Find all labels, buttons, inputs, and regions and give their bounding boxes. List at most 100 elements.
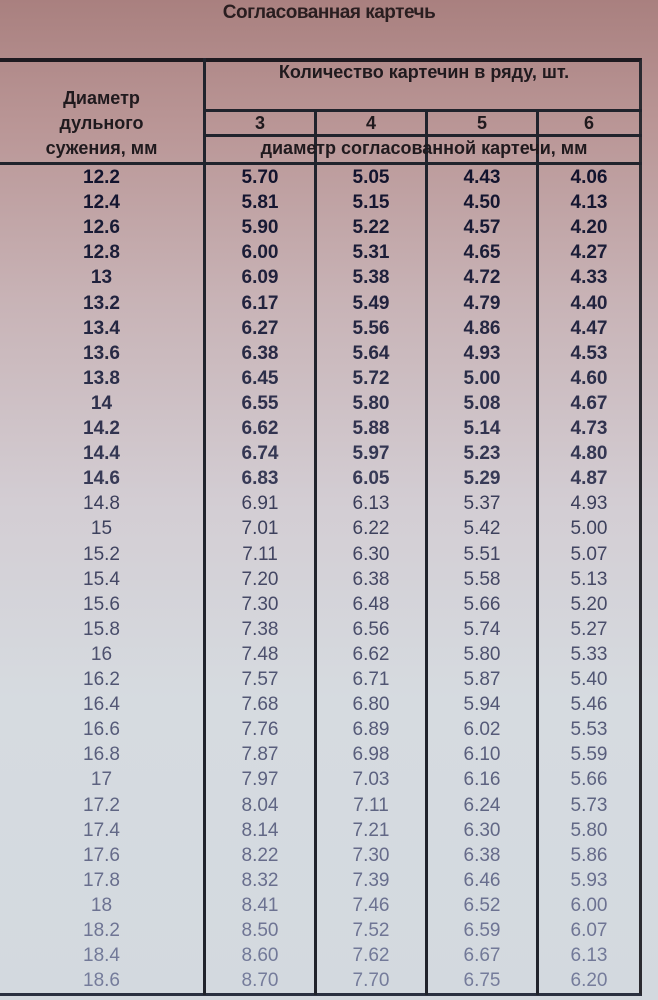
column-divider bbox=[314, 110, 317, 995]
pellet-diameter-cell: 5.40 bbox=[570, 669, 608, 690]
pellet-diameter-cell: 5.80 bbox=[463, 643, 501, 665]
pellet-diameter-cell: 5.72 bbox=[352, 367, 390, 389]
pellet-diameter-cell: 7.48 bbox=[241, 643, 279, 665]
pellet-diameter-cell: 7.30 bbox=[352, 844, 390, 866]
column-divider bbox=[425, 110, 428, 995]
pellet-diameter-cell: 4.40 bbox=[570, 292, 608, 314]
pellet-diameter-cell: 5.51 bbox=[463, 543, 501, 565]
header-divider bbox=[0, 162, 642, 165]
muzzle-diameter-cell: 16.8 bbox=[83, 744, 120, 766]
pellet-diameter-cell: 4.86 bbox=[463, 317, 501, 339]
pellet-diameter-cell: 5.59 bbox=[570, 744, 608, 766]
pellet-diameter-cell: 7.38 bbox=[241, 618, 279, 640]
pellet-diameter-cell: 6.17 bbox=[241, 292, 279, 314]
pellet-diameter-cell: 5.97 bbox=[352, 443, 390, 465]
pellet-diameter-cell: 6.00 bbox=[570, 894, 608, 916]
pellet-diameter-cell: 6.38 bbox=[241, 342, 279, 364]
muzzle-diameter-cell: 13.8 bbox=[83, 367, 120, 389]
muzzle-diameter-cell: 14.2 bbox=[83, 418, 120, 439]
muzzle-diameter-cell: 15.4 bbox=[83, 568, 120, 590]
pellet-diameter-cell: 4.13 bbox=[570, 192, 608, 214]
muzzle-diameter-cell: 14 bbox=[90, 392, 113, 414]
muzzle-diameter-cell: 14.8 bbox=[83, 493, 120, 515]
pellet-diameter-cell: 5.70 bbox=[241, 167, 279, 188]
pellet-diameter-cell: 5.81 bbox=[241, 192, 279, 214]
pellet-diameter-cell: 5.56 bbox=[352, 317, 390, 339]
muzzle-diameter-cell: 15.8 bbox=[83, 618, 120, 640]
muzzle-diameter-cell: 12.4 bbox=[83, 192, 120, 214]
pellet-diameter-cell: 6.83 bbox=[241, 468, 279, 490]
sub-header: диаметр согласованной картечи, мм bbox=[260, 138, 588, 158]
pellet-diameter-cell: 5.22 bbox=[352, 217, 390, 239]
pellet-diameter-cell: 6.45 bbox=[241, 367, 279, 389]
pellet-diameter-cell: 6.59 bbox=[463, 920, 501, 941]
muzzle-diameter-cell: 16.6 bbox=[83, 719, 120, 741]
pellet-diameter-cell: 4.72 bbox=[463, 267, 501, 289]
pellet-diameter-cell: 7.39 bbox=[352, 869, 390, 891]
pellet-diameter-cell: 6.67 bbox=[463, 945, 501, 967]
pellet-diameter-cell: 7.11 bbox=[353, 794, 389, 816]
pellet-diameter-cell: 4.20 bbox=[570, 217, 608, 239]
pellet-diameter-cell: 5.86 bbox=[570, 844, 608, 866]
pellet-diameter-cell: 5.94 bbox=[463, 694, 501, 716]
muzzle-diameter-cell: 14.6 bbox=[83, 468, 120, 490]
pellet-diameter-cell: 4.06 bbox=[570, 167, 608, 188]
pellet-table bbox=[0, 58, 642, 996]
muzzle-diameter-cell: 17.6 bbox=[83, 844, 120, 866]
pellet-diameter-cell: 5.20 bbox=[570, 593, 608, 615]
pellet-diameter-cell: 4.93 bbox=[463, 342, 501, 364]
pellet-diameter-cell: 7.20 bbox=[241, 568, 279, 590]
pellet-diameter-cell: 4.93 bbox=[570, 493, 608, 515]
pellet-diameter-cell: 5.33 bbox=[570, 643, 608, 665]
pellet-diameter-cell: 6.98 bbox=[352, 744, 390, 766]
pellet-diameter-cell: 5.38 bbox=[352, 267, 390, 289]
pellet-diameter-cell: 6.52 bbox=[463, 894, 501, 916]
pellet-diameter-cell: 7.68 bbox=[241, 694, 279, 716]
pellet-diameter-cell: 5.64 bbox=[352, 342, 390, 364]
muzzle-diameter-cell: 12.6 bbox=[83, 217, 120, 239]
row-header-line: дульного bbox=[59, 113, 144, 133]
header-divider bbox=[203, 134, 642, 137]
pellet-diameter-cell: 8.50 bbox=[241, 920, 279, 941]
pellet-diameter-cell: 6.02 bbox=[463, 719, 501, 741]
pellet-diameter-cell: 7.01 bbox=[241, 518, 279, 540]
count-header: 5 bbox=[476, 113, 487, 133]
muzzle-diameter-cell: 16.2 bbox=[83, 669, 120, 690]
muzzle-diameter-cell: 13.6 bbox=[83, 342, 120, 364]
pellet-diameter-cell: 5.46 bbox=[570, 694, 608, 716]
muzzle-diameter-cell: 17 bbox=[90, 769, 113, 791]
table-title: Согласованная картечь bbox=[222, 2, 436, 23]
count-header: 4 bbox=[365, 113, 376, 133]
pellet-diameter-cell: 4.67 bbox=[570, 392, 608, 414]
muzzle-diameter-cell: 13.4 bbox=[83, 317, 120, 339]
muzzle-diameter-cell: 18.2 bbox=[83, 920, 120, 941]
pellet-diameter-cell: 8.22 bbox=[241, 844, 279, 866]
pellet-diameter-cell: 7.11 bbox=[242, 543, 278, 565]
pellet-diameter-cell: 6.07 bbox=[570, 920, 608, 941]
pellet-diameter-cell: 5.15 bbox=[352, 192, 390, 214]
pellet-diameter-cell: 5.05 bbox=[352, 167, 390, 188]
group-header: Количество картечин в ряду, шт. bbox=[278, 62, 570, 82]
pellet-diameter-cell: 4.47 bbox=[570, 317, 608, 339]
pellet-diameter-cell: 5.49 bbox=[352, 292, 390, 314]
pellet-diameter-cell: 5.80 bbox=[570, 819, 608, 841]
pellet-diameter-cell: 6.62 bbox=[352, 643, 390, 665]
row-header-line: Диаметр bbox=[63, 88, 140, 108]
muzzle-diameter-cell: 16 bbox=[90, 643, 113, 665]
pellet-diameter-cell: 4.43 bbox=[463, 167, 501, 188]
pellet-diameter-cell: 4.65 bbox=[463, 242, 501, 264]
column-divider bbox=[203, 58, 206, 995]
pellet-diameter-cell: 5.80 bbox=[352, 392, 390, 414]
muzzle-diameter-cell: 17.2 bbox=[83, 794, 120, 816]
muzzle-diameter-cell: 18.6 bbox=[83, 970, 120, 992]
pellet-diameter-cell: 8.14 bbox=[241, 819, 279, 841]
pellet-diameter-cell: 4.79 bbox=[463, 292, 501, 314]
pellet-diameter-cell: 8.60 bbox=[241, 945, 279, 967]
column-divider bbox=[536, 110, 539, 995]
pellet-diameter-cell: 5.66 bbox=[570, 769, 608, 791]
pellet-diameter-cell: 7.21 bbox=[352, 819, 390, 841]
pellet-diameter-cell: 6.80 bbox=[352, 694, 390, 716]
pellet-diameter-cell: 5.42 bbox=[463, 518, 501, 540]
pellet-diameter-cell: 5.31 bbox=[352, 242, 390, 264]
muzzle-diameter-cell: 16.4 bbox=[83, 694, 120, 716]
